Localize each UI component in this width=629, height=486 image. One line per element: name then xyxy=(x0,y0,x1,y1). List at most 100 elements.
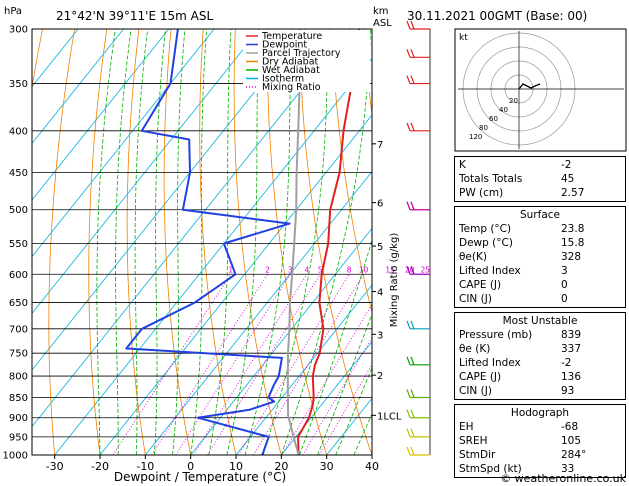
mixing-ratio-labels: 1 2 3 4 5 8 10 15 20 25 xyxy=(228,265,430,274)
plot-frame xyxy=(31,28,373,456)
legend-label: Mixing Ratio xyxy=(262,82,321,93)
wind-barb-flag xyxy=(410,446,415,456)
totals-row: Totals Totals 45 xyxy=(459,173,575,185)
km-tick-label: 1LCL xyxy=(377,411,402,422)
x-tick-label: 0 xyxy=(187,460,194,473)
dry-adiabat-line xyxy=(48,29,75,455)
mixing-ratio-label: 20 xyxy=(405,265,415,274)
most-unstable-row: Lifted Index -2 xyxy=(459,357,572,369)
series-line-temperature xyxy=(297,29,361,455)
wind-barb-flag xyxy=(406,320,411,330)
wind-barb-flag xyxy=(410,428,415,438)
asl-label: ASL xyxy=(373,18,392,29)
most-unstable-row: θe (K) 337 xyxy=(459,343,582,355)
wind-barb-flag xyxy=(410,49,415,58)
wind-barb-flag xyxy=(406,409,411,418)
mixing-ratio-axis-title: Mixing Ratio (g/kg) xyxy=(389,233,400,328)
mixing-ratio-label: 10 xyxy=(359,265,369,274)
wind-barb-flag xyxy=(406,389,411,398)
mixing-ratio-label: 3 xyxy=(288,265,293,274)
pressure-tick-label: 500 xyxy=(9,205,28,216)
wind-barb-flag xyxy=(406,122,411,132)
km-tick-label: 4 xyxy=(377,288,383,299)
wind-barb-flag xyxy=(410,75,415,84)
surface-row: Dewp (°C) 15.8 xyxy=(459,237,585,249)
x-tick-label: -10 xyxy=(136,460,154,473)
pressure-tick-label: 600 xyxy=(9,270,28,281)
hodograph-indices-title: Hodograph xyxy=(510,407,570,419)
series-line-dewpoint xyxy=(125,29,291,455)
series-line-parcel-trajectory xyxy=(286,29,302,455)
height-axis: 7 6 5 4 3 2 1LCL xyxy=(372,140,402,422)
wind-barb-flag xyxy=(410,20,415,30)
x-tick-label: 20 xyxy=(274,460,288,473)
surface-row: θe(K) 328 xyxy=(459,251,582,263)
mixing-ratio-label: 25 xyxy=(421,265,431,274)
isotherm-line xyxy=(32,29,306,371)
surface-title: Surface xyxy=(519,209,560,221)
pressure-axis: 300 350 400 450 500 550 600 650 700 750 800 850 900 9… xyxy=(3,25,28,462)
hodograph-frame xyxy=(454,28,627,152)
dry-adiabat-line xyxy=(126,29,146,455)
legend-label: Dewpoint xyxy=(262,40,307,51)
isotherm-line xyxy=(144,170,372,455)
mixing-ratio-label: 4 xyxy=(305,265,310,274)
hodograph-ring-label: 80 xyxy=(479,124,488,132)
mixing-ratio-label: 2 xyxy=(265,265,270,274)
wind-barb-flag xyxy=(410,356,415,366)
hodograph-index-row: SREH 105 xyxy=(459,435,582,447)
hodograph-index-row: StmSpd (kt) 33 xyxy=(459,463,575,475)
isotherm-line xyxy=(32,29,215,258)
wind-barb-flag xyxy=(406,266,411,275)
pressure-tick-label: 350 xyxy=(9,79,28,90)
wind-barb-flag xyxy=(406,446,411,456)
km-tick-label: 2 xyxy=(377,371,383,382)
pressure-tick-label: 700 xyxy=(9,324,28,335)
km-tick-label: 5 xyxy=(377,242,383,253)
isotherm-line xyxy=(190,227,372,455)
mixing-ratio-line xyxy=(281,303,372,455)
indices-panel: K -2 Totals Totals 45 PW (cm) 2.57 Surface … xyxy=(454,156,626,482)
k-index-row: K -2 xyxy=(459,159,572,171)
wet-adiabat-line xyxy=(134,29,148,455)
km-label: km xyxy=(373,6,389,17)
wind-barb-flag xyxy=(410,320,415,330)
isotherm-line xyxy=(54,57,372,455)
wind-barb-flag xyxy=(406,75,411,84)
pressure-tick-label: 750 xyxy=(9,349,28,360)
wet-adiabat-line xyxy=(244,29,292,455)
isotherm-line xyxy=(32,29,124,145)
profile-lines xyxy=(125,29,361,455)
x-axis-title: Dewpoint / Temperature (°C) xyxy=(114,470,286,484)
surface-row: CAPE (J) 0 xyxy=(459,279,568,291)
hodograph-ring-label: 60 xyxy=(489,115,498,123)
pressure-tick-label: 550 xyxy=(9,239,28,250)
wind-barbs xyxy=(406,20,431,456)
mixing-ratio-line xyxy=(112,274,232,455)
km-tick-label: 6 xyxy=(377,199,383,210)
x-tick-label: -30 xyxy=(46,460,64,473)
credit-text: © weatheronline.co.uk xyxy=(500,472,626,485)
wind-barb-flag xyxy=(406,20,411,30)
km-tick-label: 3 xyxy=(377,330,383,341)
wind-barb-flag xyxy=(406,428,411,438)
x-tick-label: 30 xyxy=(320,460,334,473)
isotherm-line xyxy=(32,29,260,315)
isotherm-line xyxy=(32,29,351,428)
isotherm-line xyxy=(32,29,170,201)
pressure-tick-label: 850 xyxy=(9,393,28,404)
pressure-tick-label: 1000 xyxy=(3,451,28,462)
dry-adiabat-line xyxy=(163,29,192,455)
pressure-tick-label: 400 xyxy=(9,126,28,137)
pressure-tick-label: 650 xyxy=(9,298,28,309)
mixing-ratio-label: 5 xyxy=(318,265,323,274)
legend-label: Wet Adiabat xyxy=(262,65,320,76)
wind-barb-flag xyxy=(406,201,411,210)
isotherm-line xyxy=(99,114,372,455)
x-tick-label: 40 xyxy=(365,460,379,473)
wind-barb-flag xyxy=(410,201,415,210)
mixing-ratio-line xyxy=(237,274,350,455)
